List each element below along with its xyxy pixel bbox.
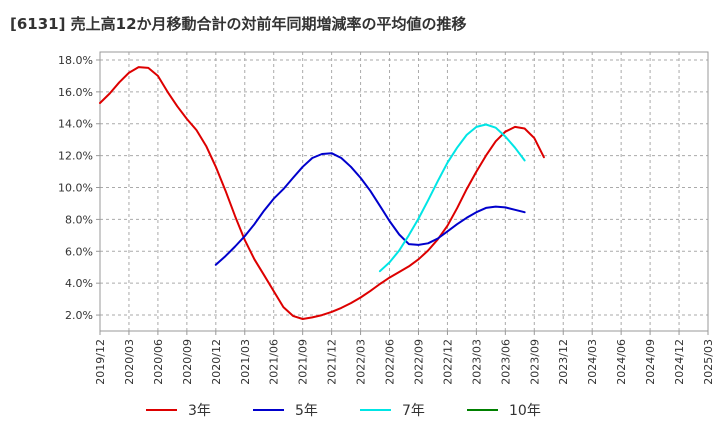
legend-label: 10年 — [509, 403, 541, 419]
x-tick-label: 2021/12 — [326, 339, 339, 385]
legend-label: 3年 — [188, 403, 211, 419]
x-tick-label: 2021/06 — [268, 339, 281, 385]
x-tick-label: 2023/06 — [499, 339, 512, 385]
x-tick-label: 2021/03 — [239, 339, 252, 385]
x-tick-label: 2022/09 — [412, 339, 425, 385]
x-tick-label: 2020/03 — [123, 339, 136, 385]
x-tick-label: 2024/09 — [644, 339, 657, 385]
y-tick-label: 10.0% — [58, 182, 93, 195]
x-tick-label: 2023/12 — [557, 339, 570, 385]
chart-title: [6131] 売上高12か月移動合計の対前年同期増減率の平均値の推移 — [10, 15, 467, 33]
series-lines — [99, 66, 545, 320]
series-line-7年 — [378, 123, 526, 273]
y-tick-label: 6.0% — [65, 245, 93, 258]
x-tick-label: 2022/12 — [441, 339, 454, 385]
y-tick-label: 4.0% — [65, 277, 93, 290]
x-tick-label: 2024/03 — [586, 339, 599, 385]
y-axis-ticks: 2.0% 4.0% 6.0% 8.0% 10.0% 12.0% 14.0% 16.0% 18.0… — [58, 54, 100, 322]
y-tick-label: 16.0% — [58, 86, 93, 99]
x-tick-label: 2022/03 — [355, 339, 368, 385]
y-tick-label: 18.0% — [58, 54, 93, 67]
x-tick-label: 2020/12 — [210, 339, 223, 385]
series-line-5年 — [214, 152, 526, 266]
x-tick-label: 2021/09 — [297, 339, 310, 385]
series-line-3年 — [99, 66, 545, 320]
y-tick-label: 14.0% — [58, 118, 93, 131]
x-tick-label: 2020/06 — [152, 339, 165, 385]
legend-label: 5年 — [295, 403, 318, 419]
x-tick-label: 2022/06 — [384, 339, 397, 385]
x-tick-label: 2024/12 — [673, 339, 686, 385]
plot-area — [99, 51, 709, 332]
x-tick-label: 2020/09 — [181, 339, 194, 385]
x-tick-label: 2019/12 — [94, 339, 107, 385]
grid-lines — [100, 52, 708, 331]
legend: 3年 5年 7年 10年 — [146, 403, 541, 419]
legend-label: 7年 — [402, 403, 425, 419]
y-tick-label: 12.0% — [58, 150, 93, 163]
y-tick-label: 2.0% — [65, 309, 93, 322]
x-tick-label: 2024/06 — [615, 339, 628, 385]
x-tick-label: 2025/03 — [702, 339, 715, 385]
y-tick-label: 8.0% — [65, 213, 93, 226]
x-axis-ticks: 2019/12 2020/03 2020/06 2020/09 2020/12 2021/… — [94, 331, 715, 385]
x-tick-label: 2023/09 — [528, 339, 541, 385]
x-tick-label: 2023/03 — [470, 339, 483, 385]
